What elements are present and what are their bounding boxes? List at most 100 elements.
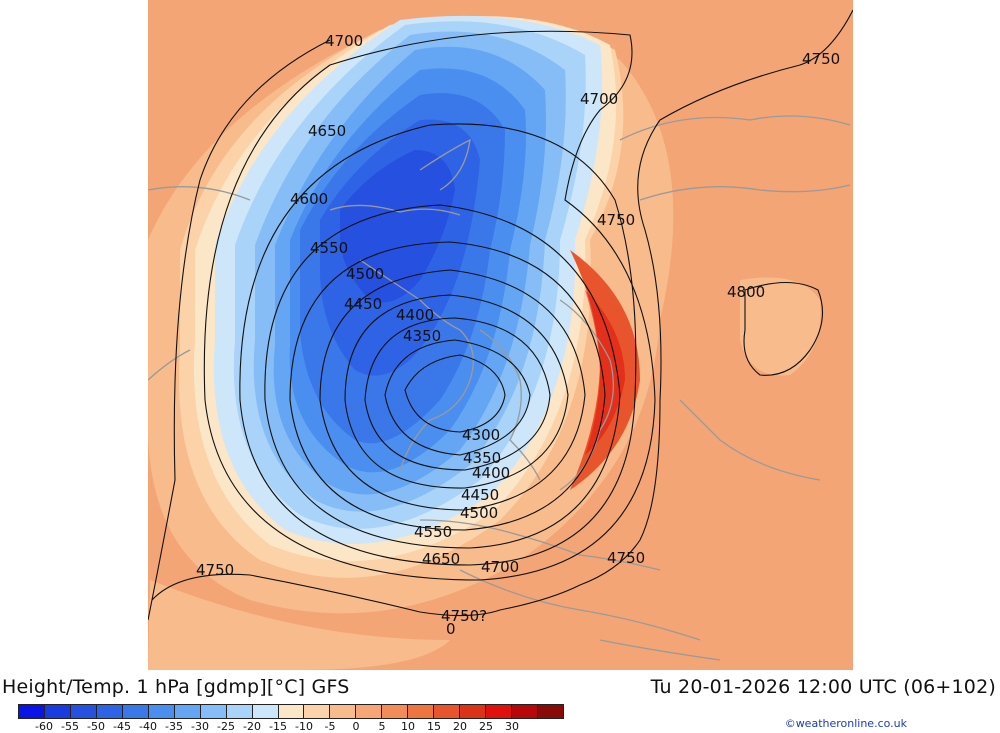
contour-label-4650: 4650 [308,122,346,140]
colorbar-swatch [512,705,539,718]
credit-link[interactable]: ©weatheronline.co.uk [784,717,907,730]
colorbar-tick-label: -50 [87,720,105,733]
colorbar-tick-label: 15 [427,720,441,733]
temperature-colorbar [18,704,564,719]
valid-time: Tu 20-01-2026 12:00 UTC (06+102) [650,676,996,698]
map-panel: 4700 4700 4750 4650 4600 4750 4550 4500 … [148,0,853,670]
colorbar-swatch [44,705,71,718]
coast-europe-north [419,519,661,571]
colorbar-swatch [460,705,487,718]
colorbar-tick-label: -35 [165,720,183,733]
contour-4350 [384,339,531,456]
colorbar-swatch [200,705,227,718]
coast-arctic-islands [329,204,461,216]
colorbar-tick-label: 10 [401,720,415,733]
colorbar-swatch [486,705,513,718]
contour-label-zero: 0 [446,620,456,638]
coast-svalbard [419,138,471,191]
colorbar-tick-label: -10 [295,720,313,733]
coast-white-sea [639,184,851,201]
contour-label-4300: 4300 [462,426,500,444]
contour-label-4750-east: 4750 [597,211,635,229]
colorbar-swatch [434,705,461,718]
colorbar-swatch [408,705,435,718]
colorbar-swatch [356,705,383,718]
colorbar-swatch [122,705,149,718]
map-title: Height/Temp. 1 hPa [gdmp][°C] GFS [2,676,350,698]
contour-4650 [239,123,637,566]
colorbar-tick-label: 0 [352,720,360,733]
coast-iceland [148,349,191,381]
colorbar-tick-label: -30 [191,720,209,733]
contour-4500 [319,269,586,511]
shade-warm-tongue-core [585,290,625,455]
colorbar-tick-label: -45 [113,720,131,733]
colorbar-tick-label: -55 [61,720,79,733]
shade-core-darkest [340,150,455,303]
contour-label-4400-south: 4400 [472,464,510,482]
contour-label-4550: 4550 [310,239,348,257]
contour-label-4350: 4350 [403,327,441,345]
contour-label-4650-south: 4650 [422,550,460,568]
colorbar-swatch [226,705,253,718]
contour-label-4750-ne: 4750 [802,50,840,68]
colorbar-swatch [304,705,331,718]
temperature-shading [148,0,853,670]
shade-south-patch [148,580,450,670]
shade-east-patch [740,277,821,376]
colorbar-tick-labels: -60 -55 -50 -45 -40 -35 -30 -25 -20 -15 -10 -5 0 5 10 1… [18,720,564,733]
temperature-height-map: 4700 4700 4750 4650 4600 4750 4550 4500 … [148,0,853,670]
contour-4800 [743,282,823,376]
contour-4700 [203,30,656,581]
border-russia [679,399,821,481]
colorbar-tick-label: 25 [479,720,493,733]
colorbar-tick-label: -40 [139,720,157,733]
contour-4750-west [148,39,331,621]
contour-label-4750-se: 4750 [607,549,645,567]
coast-greenland [148,186,251,201]
contour-4600 [264,204,621,549]
contour-4550 [289,241,606,531]
contour-label-4400: 4400 [396,306,434,324]
colorbar-tick-label: -60 [35,720,53,733]
colorbar-tick-label: -15 [269,720,287,733]
colorbar-swatch [70,705,97,718]
contour-label-4750-questionable: 4750? [441,607,487,625]
colorbar-swatch [19,705,45,718]
contour-label-4700-south: 4700 [481,558,519,576]
contour-label-4500-south: 4500 [460,504,498,522]
coast-black-sea [599,639,721,661]
contour-label-4550-south: 4550 [414,523,452,541]
contour-4450 [344,294,569,489]
height-contours [148,9,853,621]
colorbar-tick-label: 20 [453,720,467,733]
colorbar-swatch [538,705,564,718]
colorbar-swatch [382,705,409,718]
colorbar-swatch [330,705,357,718]
contour-label-4500: 4500 [346,265,384,283]
colorbar-swatch [252,705,279,718]
colorbar-swatch [278,705,305,718]
contour-labels: 4700 4700 4750 4650 4600 4750 4550 4500 … [196,32,840,638]
colorbar-tick-label: -5 [324,720,336,733]
contour-4750-east [151,9,853,617]
colorbar-tick-label: -20 [243,720,261,733]
contour-label-4450: 4450 [344,295,382,313]
colorbar-tick-label: 5 [378,720,386,733]
contour-4400 [364,317,551,471]
colorbar-swatch [174,705,201,718]
contour-label-4700-north: 4700 [325,32,363,50]
border-europe-central [459,569,701,641]
coast-baltic [479,329,541,481]
contour-label-4750-sw: 4750 [196,561,234,579]
contour-label-4600: 4600 [290,190,328,208]
contour-label-4800: 4800 [727,283,765,301]
contour-label-4700-ne: 4700 [580,90,618,108]
colorbar-tick-label: -25 [217,720,235,733]
contour-label-4350-south: 4350 [463,449,501,467]
contour-label-4450-south: 4450 [461,486,499,504]
contour-4300 [404,354,506,433]
colorbar-swatch [96,705,123,718]
colorbar-tick-label: 30 [505,720,519,733]
colorbar-swatch [148,705,175,718]
